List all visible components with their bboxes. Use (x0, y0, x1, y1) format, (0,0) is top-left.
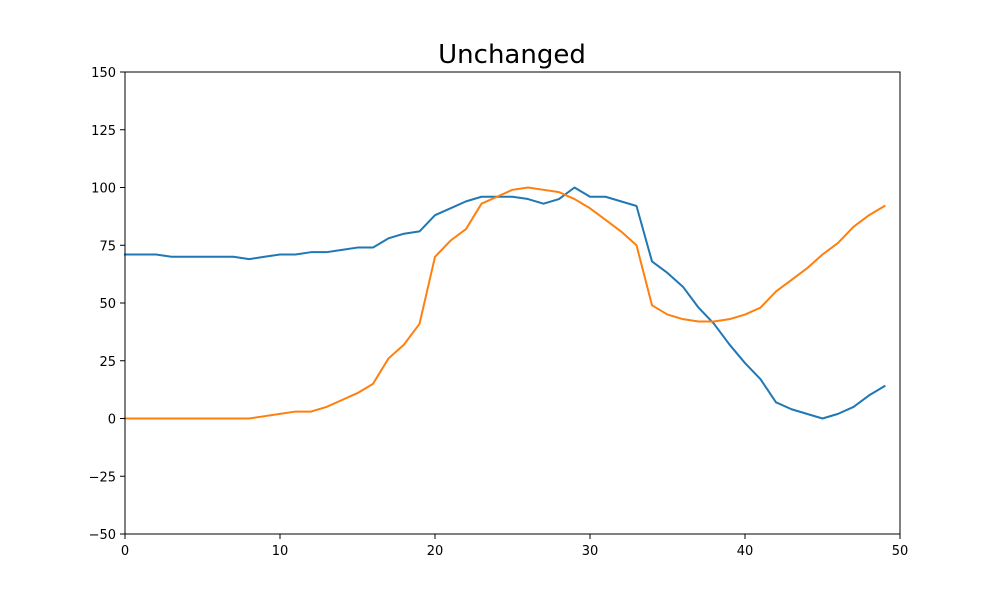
x-tick-label: 20 (427, 544, 444, 559)
x-tick-label: 40 (737, 544, 754, 559)
y-tick-label: 0 (108, 413, 116, 428)
x-tick-label: 10 (272, 544, 289, 559)
x-tick-label: 30 (582, 544, 599, 559)
y-tick-label: 100 (91, 182, 116, 197)
y-tick-label: −50 (89, 528, 116, 543)
y-tick-label: 75 (99, 239, 116, 254)
plot-frame (124, 71, 901, 535)
y-tick-label: 50 (99, 297, 116, 312)
x-tick-label: 50 (892, 544, 909, 559)
y-tick-label: 25 (99, 355, 116, 370)
y-axis: −50 −25 0 25 50 75 100 125 150 (89, 66, 125, 543)
y-tick-label: 125 (91, 124, 116, 139)
series-line-1 (124, 186, 886, 420)
y-tick-label: −25 (89, 470, 116, 485)
series-layer (124, 186, 886, 420)
x-tick-label: 0 (121, 544, 129, 559)
chart-title: Unchanged (438, 40, 586, 70)
series-line-2 (124, 186, 886, 420)
x-axis: 0 10 20 30 40 50 (121, 534, 908, 559)
y-tick-label: 150 (91, 66, 116, 81)
